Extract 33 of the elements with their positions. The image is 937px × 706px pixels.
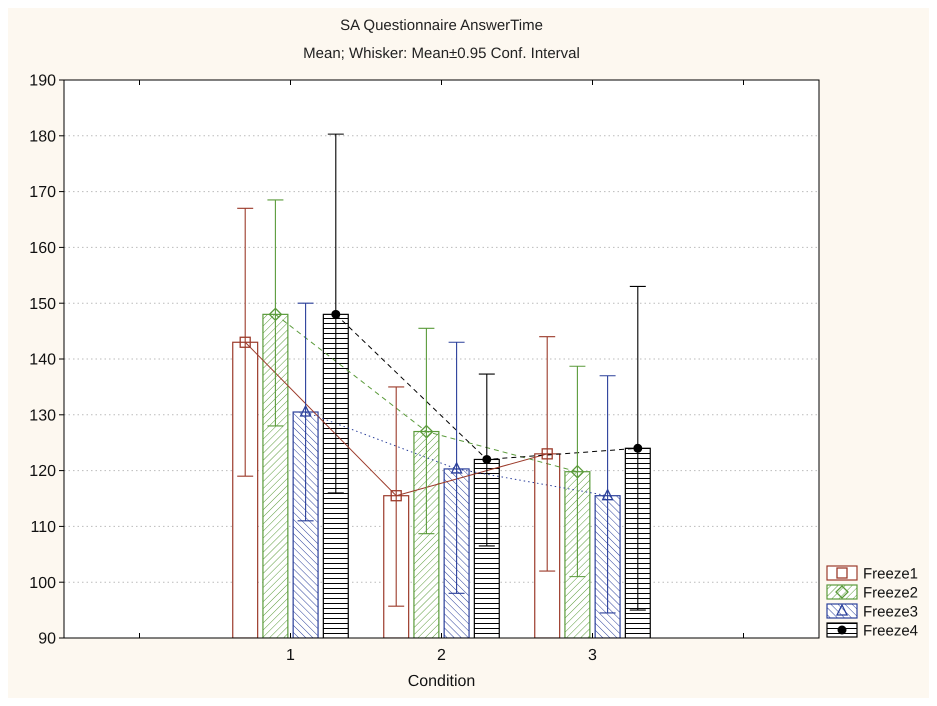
- y-tick-label: 170: [29, 184, 56, 202]
- point: [331, 310, 340, 319]
- x-tick-label: 1: [286, 647, 296, 664]
- y-tick-label: 90: [38, 630, 56, 648]
- point: [542, 448, 553, 460]
- point: [300, 405, 312, 417]
- y-tick-label: 160: [29, 240, 56, 257]
- chart-title: SA Questionnaire AnswerTime: [340, 17, 543, 34]
- point: [268, 308, 282, 322]
- legend-label: Freeze2: [863, 584, 918, 602]
- point: [450, 462, 462, 474]
- point: [482, 454, 492, 464]
- y-tick-label: 120: [29, 463, 56, 480]
- x-tick-label: 2: [437, 647, 446, 664]
- point: [420, 424, 434, 438]
- point: [570, 465, 584, 478]
- x-tick-label: 3: [588, 647, 598, 664]
- y-tick-label: 140: [29, 352, 56, 369]
- legend-label: Freeze1: [863, 565, 918, 582]
- x-axis-title: Condition: [408, 673, 476, 690]
- point: [633, 444, 642, 453]
- y-tick-label: 130: [29, 407, 56, 424]
- point: [390, 490, 402, 502]
- y-tick-label: 100: [29, 574, 56, 592]
- y-tick-label: 190: [29, 72, 56, 90]
- point: [602, 489, 614, 500]
- y-tick-label: 180: [29, 128, 56, 146]
- y-tick-label: 110: [30, 519, 56, 536]
- y-tick-label: 150: [29, 296, 56, 313]
- point: [240, 336, 251, 348]
- legend-label: Freeze3: [863, 603, 918, 620]
- legend-label: Freeze4: [863, 622, 918, 640]
- chart-subtitle: Mean; Whisker: Mean±0.95 Conf. Interval: [303, 45, 580, 62]
